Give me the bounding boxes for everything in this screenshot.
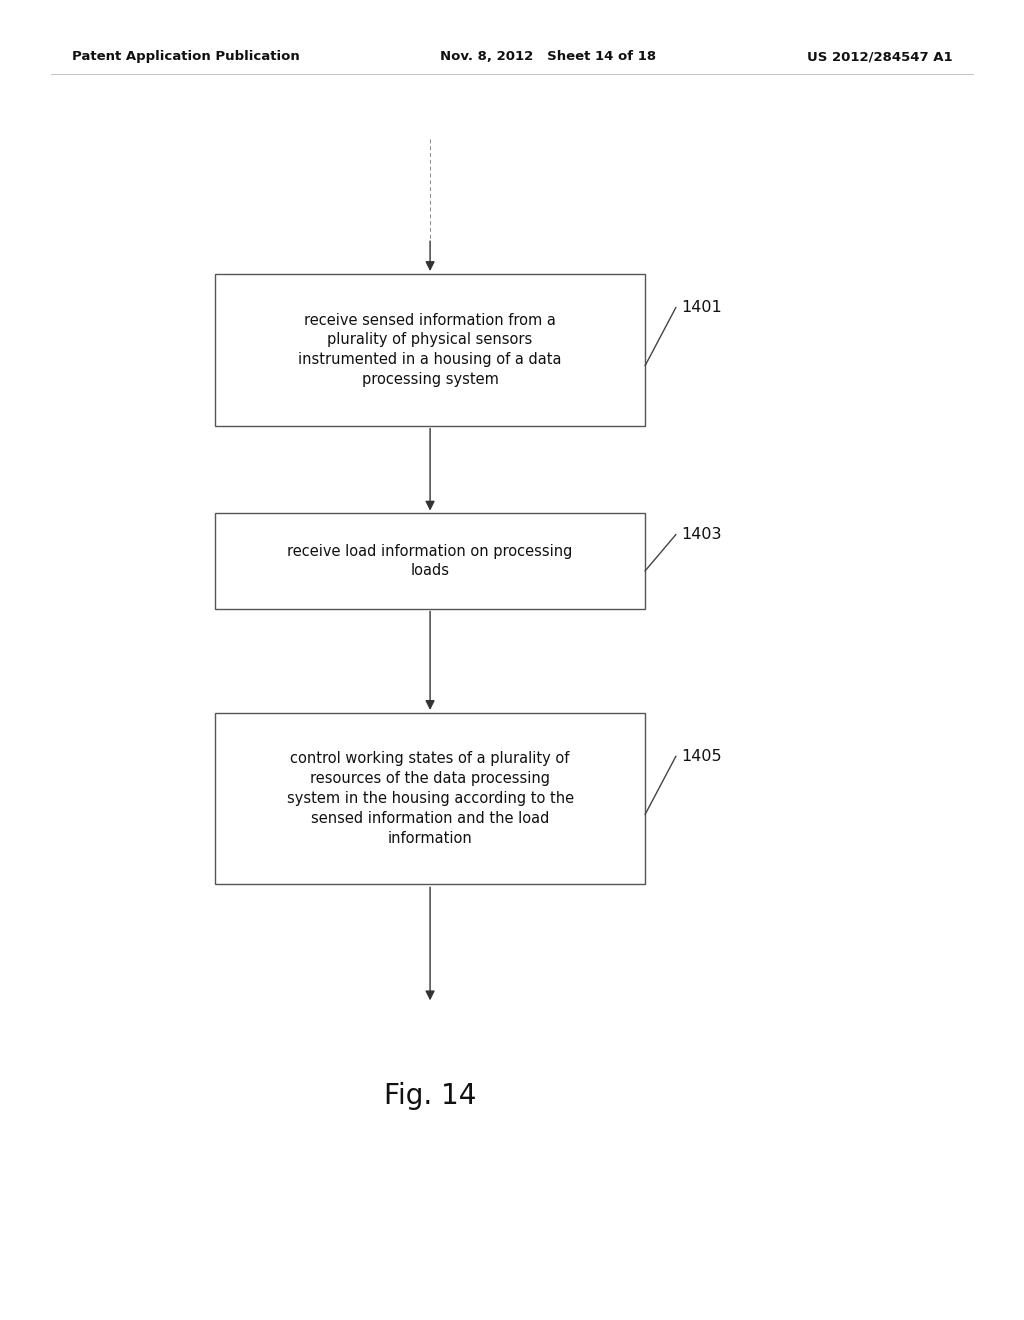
Text: 1403: 1403 [681,527,722,543]
Text: control working states of a plurality of
resources of the data processing
system: control working states of a plurality of… [287,751,573,846]
Bar [215,513,645,609]
Text: 1401: 1401 [681,300,722,315]
Bar [215,713,645,884]
Text: Fig. 14: Fig. 14 [384,1081,476,1110]
Text: US 2012/284547 A1: US 2012/284547 A1 [807,50,952,63]
Text: receive sensed information from a
plurality of physical sensors
instrumented in : receive sensed information from a plural… [298,313,562,387]
Text: Patent Application Publication: Patent Application Publication [72,50,299,63]
Text: 1405: 1405 [681,748,722,764]
Text: Nov. 8, 2012   Sheet 14 of 18: Nov. 8, 2012 Sheet 14 of 18 [440,50,656,63]
Text: receive load information on processing
loads: receive load information on processing l… [288,544,572,578]
Bar [215,275,645,425]
